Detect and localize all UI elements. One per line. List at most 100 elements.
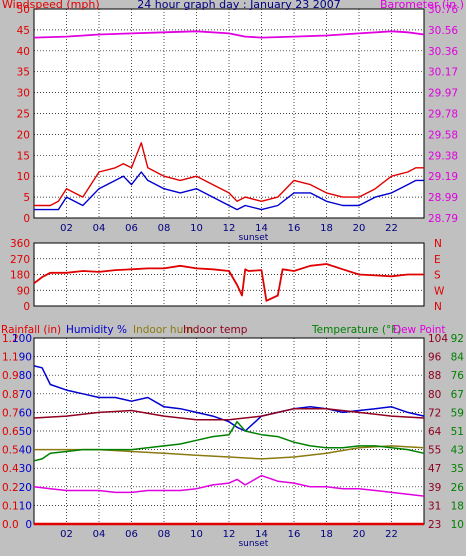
sunset-label: sunset [238, 539, 268, 549]
x-tick-label: 20 [353, 529, 366, 540]
y-tick-label: 30.36 [428, 46, 458, 58]
y-tick-label: 76 [451, 370, 465, 382]
y-tick-label: 1.2 [2, 333, 19, 345]
y-tick-label: 0 [23, 301, 30, 313]
x-tick-label: 14 [255, 223, 268, 234]
x-tick-label: 22 [385, 529, 398, 540]
y-tick-label: 31 [428, 500, 441, 512]
y-tick-label: 51 [451, 426, 464, 438]
y-tick-label: 30.17 [428, 67, 458, 79]
y-tick-label: 28.79 [428, 213, 458, 225]
y-tick-label: 30 [19, 463, 32, 475]
y-tick-label: 0.0 [2, 519, 19, 531]
sunset-label: sunset [238, 233, 268, 243]
y-tick-label: 30.76 [428, 4, 458, 16]
y-tick-label: 29.97 [428, 88, 458, 100]
y-tick-label: 0.4 [2, 463, 19, 475]
y-tick-label: 270 [10, 254, 30, 266]
y-tick-label: 88 [428, 370, 441, 382]
series-line [34, 171, 424, 211]
y-tick-label: 29.38 [428, 150, 458, 162]
y-tick-label: 25 [17, 109, 30, 121]
x-tick-label: 14 [255, 529, 268, 540]
y-tick-label: 360 [10, 238, 30, 250]
y-tick-label: 10 [451, 519, 464, 531]
x-tick-label: 10 [190, 529, 203, 540]
series-line [33, 30, 425, 39]
x-tick-label: 06 [125, 223, 138, 234]
y-tick-label: 59 [451, 407, 464, 419]
y-tick-label: N [434, 301, 442, 313]
y-tick-label: 43 [451, 445, 464, 457]
y-tick-label: 39 [428, 482, 441, 494]
y-tick-label: 90 [19, 352, 32, 364]
x-tick-label: 18 [320, 223, 333, 234]
x-tick-label: 08 [158, 223, 171, 234]
legend-label: Indoor temp [183, 324, 248, 336]
y-tick-label: 0.9 [2, 370, 19, 382]
y-tick-label: 18 [451, 500, 464, 512]
y-tick-label: 0.6 [2, 426, 19, 438]
x-tick-label: 16 [288, 223, 301, 234]
y-tick-label: 180 [10, 270, 30, 282]
y-tick-label: 67 [451, 389, 464, 401]
y-tick-label: 15 [17, 150, 30, 162]
x-tick-label: 08 [158, 529, 171, 540]
y-tick-label: N [434, 238, 442, 250]
y-tick-label: 0.7 [2, 407, 19, 419]
series-line [33, 474, 425, 497]
legend-label: Dew Point [393, 324, 446, 336]
x-tick-label: 02 [60, 223, 73, 234]
y-tick-label: 40 [19, 445, 32, 457]
y-tick-label: 45 [17, 25, 30, 37]
legend-label: Rainfall (in) [1, 324, 61, 336]
y-tick-label: 60 [19, 407, 32, 419]
y-tick-label: 30.56 [428, 25, 458, 37]
right-axis-label: Barometer (in.) [380, 0, 464, 11]
y-tick-label: 30 [17, 88, 30, 100]
x-tick-label: 12 [223, 223, 236, 234]
y-tick-label: 96 [428, 352, 442, 364]
y-tick-label: 23 [428, 519, 441, 531]
legend-label: Temperature (°F) [311, 324, 401, 336]
x-tick-label: 18 [320, 529, 333, 540]
y-tick-label: 100 [12, 333, 32, 345]
y-tick-label: 20 [17, 129, 30, 141]
y-tick-label: 10 [19, 500, 32, 512]
y-tick-label: S [434, 270, 441, 282]
y-tick-label: 0.8 [2, 389, 19, 401]
y-tick-label: 26 [451, 482, 465, 494]
x-tick-label: 10 [190, 223, 203, 234]
y-tick-label: 5 [23, 192, 30, 204]
y-tick-label: 104 [428, 333, 448, 345]
y-tick-label: 50 [19, 426, 32, 438]
y-tick-label: 72 [428, 407, 441, 419]
x-tick-label: 04 [93, 529, 106, 540]
y-tick-label: 40 [17, 46, 30, 58]
x-tick-label: 06 [125, 529, 138, 540]
series-line [33, 263, 424, 302]
y-tick-label: 70 [19, 389, 32, 401]
y-tick-label: 84 [451, 352, 465, 364]
left-axis-label: Windspeed (mph) [2, 0, 100, 11]
x-tick-label: 02 [60, 529, 73, 540]
y-tick-label: 92 [451, 333, 464, 345]
y-tick-label: 0.5 [2, 445, 19, 457]
y-tick-label: 35 [451, 463, 464, 475]
y-tick-label: 55 [428, 445, 441, 457]
series-line [33, 420, 425, 462]
legend-label: Humidity % [66, 324, 127, 336]
y-tick-label: 0.2 [2, 482, 19, 494]
y-tick-label: 64 [428, 426, 442, 438]
y-tick-label: 10 [17, 171, 30, 183]
y-tick-label: 0 [25, 519, 32, 531]
y-tick-label: 0.1 [2, 500, 19, 512]
series-line [34, 142, 424, 207]
y-tick-label: 29.78 [428, 109, 458, 121]
x-tick-label: 12 [223, 529, 236, 540]
x-tick-label: 20 [353, 223, 366, 234]
y-tick-label: 47 [428, 463, 441, 475]
y-tick-label: E [434, 254, 441, 266]
